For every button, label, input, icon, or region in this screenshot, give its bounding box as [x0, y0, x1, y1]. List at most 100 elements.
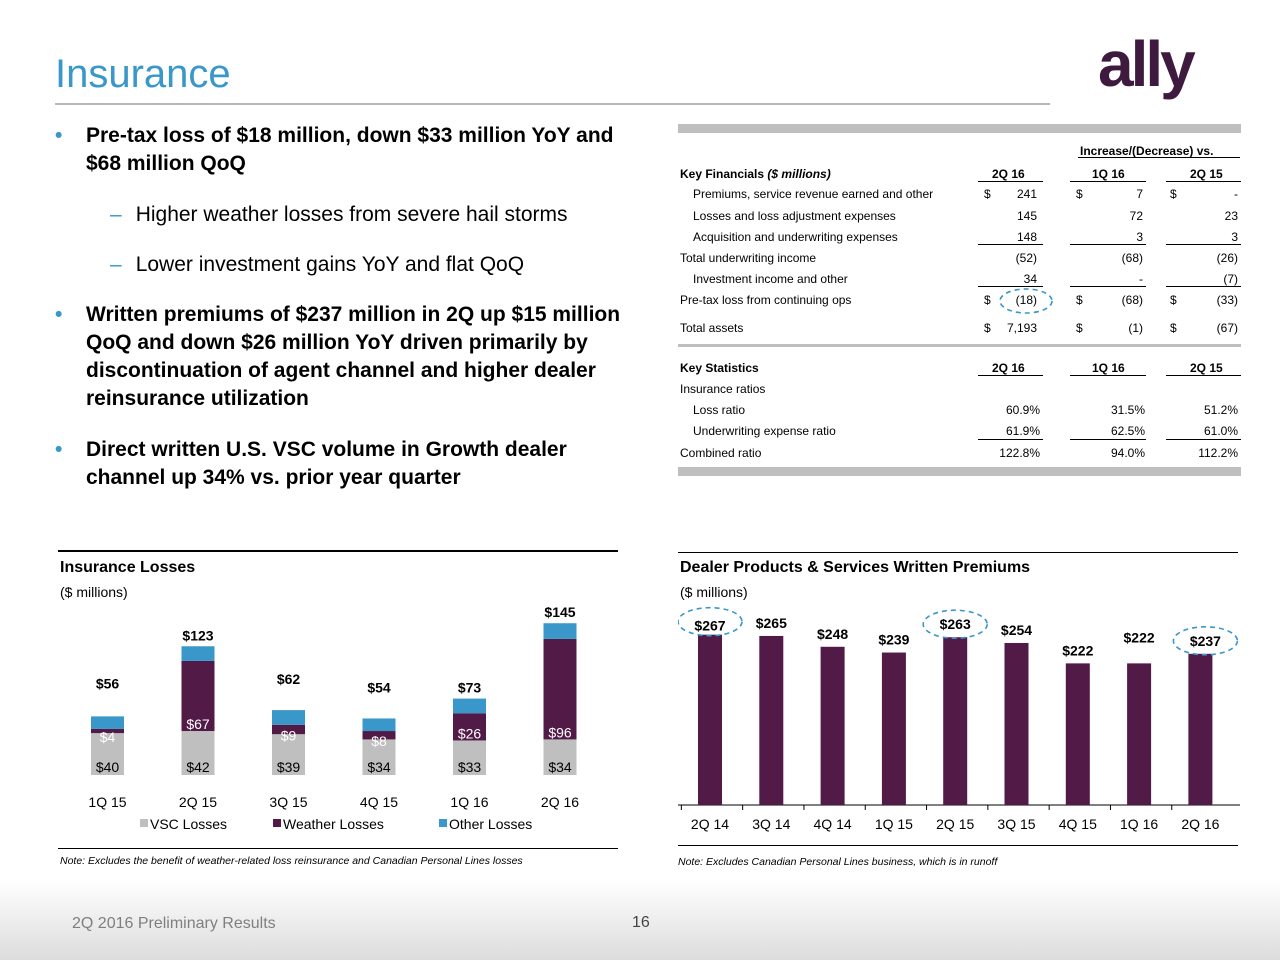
value-2q16: (18) — [1015, 293, 1037, 307]
bar-weather-losses — [181, 660, 215, 732]
value-1q16: (68) — [1121, 251, 1143, 265]
category-label: 1Q 16 — [1120, 816, 1158, 832]
currency-sign: $ — [984, 293, 991, 307]
row-label: Investment income and other — [693, 272, 848, 286]
value-1q16: 72 — [1129, 209, 1143, 223]
value-2q16: 60.9% — [1005, 403, 1040, 417]
currency-sign: $ — [984, 321, 991, 335]
insurance-losses-bottom-rule — [58, 848, 618, 849]
bar-vsc-losses — [91, 733, 124, 775]
subtotal-rule — [978, 244, 1043, 245]
category-label: 2Q 15 — [179, 794, 217, 810]
dps-bottom-rule — [678, 845, 1238, 846]
category-label: 3Q 15 — [269, 794, 307, 810]
bar-weather-losses — [543, 638, 577, 740]
premium-bar — [759, 635, 784, 805]
premium-bar — [698, 634, 722, 805]
category-label: 4Q 15 — [360, 794, 398, 810]
value-2q15: (33) — [1216, 293, 1238, 307]
premium-data-label: $239 — [878, 632, 909, 648]
legend-label: Weather Losses — [283, 816, 384, 832]
sub-bullet-weather: – Higher weather losses from severe hail … — [110, 201, 568, 229]
bullet-line: discontinuation of agent channel and hig… — [86, 359, 596, 382]
key-statistics-header: Key Statistics — [680, 361, 759, 375]
value-1q16: 62.5% — [1110, 424, 1145, 438]
currency-sign: $ — [1170, 187, 1177, 201]
subtotal-rule — [978, 286, 1043, 287]
highlight-circle — [999, 288, 1053, 314]
bullet-line: channel up 34% vs. prior year quarter — [86, 466, 461, 489]
value-2q15: 3 — [1231, 230, 1238, 244]
subtotal-rule — [1070, 286, 1146, 287]
vsc-data-label: $42 — [186, 759, 210, 775]
value-1q16: 31.5% — [1110, 403, 1145, 417]
value-2q16: 148 — [1016, 230, 1037, 244]
value-2q15: (26) — [1216, 251, 1238, 265]
currency-sign: $ — [1170, 321, 1177, 335]
row-label: Total underwriting income — [680, 251, 817, 265]
insurance-losses-chart: $40 $4 $56 1Q 15 $42 $67 $123 2Q 15 $39 $9 $62 3Q 1… — [88, 604, 579, 832]
bullet-dot: • — [55, 124, 63, 147]
page-title: Insurance — [55, 52, 231, 96]
legend-swatch — [140, 819, 148, 827]
column-header: 1Q 16 — [1092, 167, 1125, 181]
total-data-label: $62 — [277, 671, 301, 687]
category-label: 2Q 15 — [936, 816, 974, 832]
premium-data-label: $222 — [1062, 642, 1093, 658]
row-label: Premiums, service revenue earned and oth… — [693, 187, 934, 201]
subtotal-rule — [1166, 244, 1241, 245]
value-2q15: 61.0% — [1203, 424, 1238, 438]
dps-title: Dealer Products & Services Written Premi… — [680, 559, 1031, 576]
total-data-label: $56 — [96, 675, 120, 691]
insurance-losses-top-rule — [58, 550, 618, 552]
header-label: Key Financials — [680, 167, 765, 181]
currency-sign: $ — [1076, 187, 1083, 201]
subtotal-rule — [1070, 244, 1146, 245]
vsc-data-label: $40 — [96, 759, 120, 775]
bar-weather-losses — [272, 724, 305, 735]
currency-sign: $ — [1076, 321, 1083, 335]
category-label: 1Q 16 — [450, 794, 488, 810]
bar-weather-losses — [91, 728, 124, 734]
subtotal-rule — [978, 439, 1043, 440]
value-2q16: 122.8% — [999, 446, 1040, 460]
dps-chart: $267 2Q 14 $265 3Q 14 $248 4Q 14 $239 1Q 15 $263… — [678, 606, 1240, 832]
insurance-losses-subtitle: ($ millions) — [60, 584, 128, 600]
sub-bullet-dash: – — [110, 203, 122, 226]
legend-swatch — [439, 819, 447, 827]
premium-bar — [1004, 642, 1029, 805]
row-label: Loss ratio — [693, 403, 746, 417]
subtotal-rule — [1166, 439, 1241, 440]
category-label: 2Q 16 — [541, 794, 579, 810]
footer-text: 2Q 2016 Preliminary Results — [72, 915, 276, 932]
premium-bar — [881, 652, 906, 805]
legend-swatch — [273, 819, 281, 827]
premium-bar — [943, 637, 968, 805]
weather-data-label: $8 — [371, 733, 387, 749]
total-data-label: $145 — [544, 604, 575, 620]
value-2q15: 112.2% — [1198, 446, 1238, 460]
sub-bullet-text: Lower investment gains YoY and flat QoQ — [135, 253, 525, 276]
bullet-dot: • — [55, 303, 63, 326]
bullet-line: Pre-tax loss of $18 million, down $33 mi… — [86, 124, 614, 147]
bullet-line: QoQ and down $26 million YoY driven prim… — [86, 331, 588, 354]
column-header: 2Q 15 — [1190, 361, 1223, 375]
bar-other-losses — [362, 718, 396, 732]
bar-vsc-losses — [543, 739, 577, 775]
column-header-rule — [978, 181, 1043, 182]
row-label: Underwriting expense ratio — [693, 424, 836, 438]
footer-band — [0, 880, 1280, 960]
category-label: 4Q 14 — [814, 816, 852, 832]
value-1q16: 94.0% — [1110, 446, 1145, 460]
sub-bullet-dash: – — [110, 253, 122, 276]
dps-subtitle: ($ millions) — [680, 584, 748, 600]
value-2q16: 241 — [1016, 187, 1037, 201]
bullet-line: reinsurance utilization — [86, 387, 309, 410]
dps-note: Note: Excludes Canadian Personal Lines b… — [678, 856, 998, 868]
value-2q15: (67) — [1216, 321, 1238, 335]
premium-bar — [1127, 663, 1152, 805]
total-data-label: $54 — [367, 679, 391, 695]
category-label: 3Q 15 — [997, 816, 1035, 832]
ally-logo: ally — [1098, 38, 1199, 100]
premium-data-label: $237 — [1190, 633, 1221, 649]
